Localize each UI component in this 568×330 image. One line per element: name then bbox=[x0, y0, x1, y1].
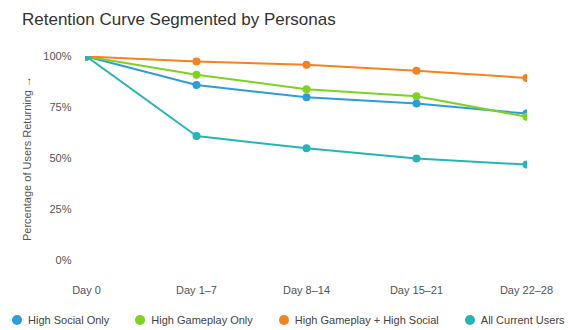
html-text:High Gameplay Only: High Gameplay Only bbox=[151, 314, 253, 326]
svg-text:Day 8–14: Day 8–14 bbox=[283, 284, 330, 296]
svg-text:Day 15–21: Day 15–21 bbox=[390, 284, 443, 296]
html-text:All Current Users: All Current Users bbox=[480, 314, 565, 326]
html-text:Retention Curve Segmented by P: Retention Curve Segmented by Personas bbox=[22, 10, 336, 29]
html-text:High Social Only: High Social Only bbox=[28, 314, 110, 326]
svg-text:Percentage of Users Returning: Percentage of Users Returning → bbox=[21, 76, 33, 241]
svg-text:0%: 0% bbox=[56, 254, 72, 266]
svg-text:75%: 75% bbox=[49, 101, 71, 113]
svg-text:100%: 100% bbox=[43, 50, 71, 62]
html-text:High Gameplay + High Social: High Gameplay + High Social bbox=[294, 314, 439, 326]
svg-text:50%: 50% bbox=[49, 152, 71, 164]
svg-text:Day 1–7: Day 1–7 bbox=[176, 284, 217, 296]
svg-text:25%: 25% bbox=[49, 203, 71, 215]
svg-text:Day 22–28: Day 22–28 bbox=[500, 284, 553, 296]
svg-text:Day 0: Day 0 bbox=[72, 284, 101, 296]
